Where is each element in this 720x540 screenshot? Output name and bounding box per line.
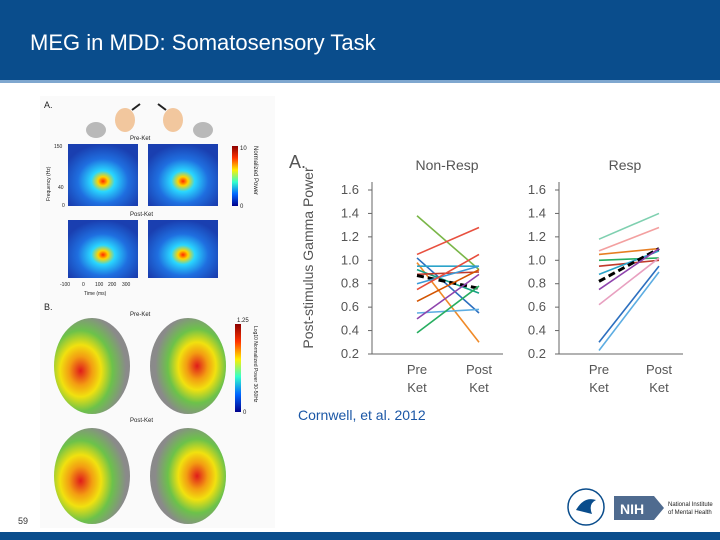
resp-x-label-ket: Ket bbox=[589, 380, 609, 395]
nih-logo: NIH National Institute of Mental Health bbox=[614, 496, 713, 520]
resp-y-tick-label: 0.4 bbox=[528, 323, 546, 338]
gamma-plot-area: 1.6 1.4 1.2 1.0 0.8 0.6 0.4 0.2 Pre Ket Post Ket 1.6… bbox=[341, 182, 683, 395]
non-resp-series-line bbox=[416, 265, 480, 285]
resp-y-tick-label: 1.4 bbox=[528, 205, 546, 220]
resp-series-line bbox=[598, 247, 660, 283]
resp-series-line bbox=[598, 247, 660, 256]
head-left-icon bbox=[86, 122, 106, 138]
brain-map-post-left bbox=[54, 428, 130, 524]
time-tick-2: 100 bbox=[95, 282, 104, 288]
time-tick-0: -100 bbox=[60, 282, 70, 288]
resp-title: Resp bbox=[609, 157, 642, 173]
non-resp-series-line bbox=[416, 268, 480, 302]
slide-footer bbox=[0, 532, 720, 540]
brain-pre-ket-label: Pre-Ket bbox=[130, 312, 151, 318]
non-resp-x-label-post: Post bbox=[466, 362, 492, 377]
non-resp-y-tick-label: 1.0 bbox=[341, 252, 359, 267]
chart-ylabel: Post-stimulus Gamma Power bbox=[300, 167, 316, 349]
non-resp-x-label-ket: Ket bbox=[407, 380, 427, 395]
brain-map-pre-left bbox=[54, 318, 130, 414]
slide-header: MEG in MDD: Somatosensory Task bbox=[0, 0, 720, 80]
resp-y-tick-label: 1.0 bbox=[528, 252, 546, 267]
time-tick-1: 0 bbox=[82, 282, 85, 288]
non-resp-title: Non-Resp bbox=[415, 157, 478, 173]
non-resp-x-label-pre: Pre bbox=[407, 362, 427, 377]
colorbar-bottom-min: 0 bbox=[243, 410, 247, 416]
citation: Cornwell, et al. 2012 bbox=[298, 407, 426, 423]
brain-post-ket-label: Post-Ket bbox=[130, 418, 153, 424]
non-resp-series-line bbox=[416, 273, 480, 320]
brain-map-pre-right bbox=[150, 318, 226, 414]
page-number: 59 bbox=[18, 516, 29, 526]
colorbar-bottom-label: Log10 Normalized Power 30-50Hz bbox=[252, 326, 258, 403]
svg-text:National Institute: National Institute bbox=[668, 502, 713, 508]
head-right-icon bbox=[193, 122, 213, 138]
freq-axis-label: Frequency (Hz) bbox=[46, 166, 52, 201]
resp-series-line bbox=[598, 247, 660, 291]
non-resp-series-line bbox=[416, 271, 480, 276]
tf-plot-post-left bbox=[68, 220, 138, 278]
hands-icon bbox=[115, 103, 183, 132]
chart-panel-label: A. bbox=[289, 152, 306, 172]
non-resp-y-tick-label: 1.6 bbox=[341, 182, 359, 197]
resp-series-line bbox=[598, 257, 660, 306]
time-tick-3: 200 bbox=[108, 282, 117, 288]
freq-tick-bottom: 0 bbox=[62, 203, 65, 209]
tf-plot-pre-left bbox=[68, 144, 138, 206]
non-resp-x-label-ket: Ket bbox=[469, 380, 489, 395]
colorbar-top-min: 0 bbox=[240, 204, 244, 210]
svg-text:NIH: NIH bbox=[620, 501, 644, 517]
non-resp-y-tick-label: 0.6 bbox=[341, 299, 359, 314]
svg-text:of Mental Health: of Mental Health bbox=[668, 510, 712, 516]
non-resp-series-line bbox=[416, 215, 480, 271]
resp-series-line bbox=[598, 226, 660, 252]
resp-x-label-ket: Ket bbox=[649, 380, 669, 395]
time-tick-4: 300 bbox=[122, 282, 131, 288]
hhs-nih-logos: NIH National Institute of Mental Health bbox=[566, 484, 718, 530]
non-resp-y-tick-label: 0.2 bbox=[341, 346, 359, 361]
panel-b-label: B. bbox=[44, 302, 53, 312]
brain-map-post-right bbox=[150, 428, 226, 524]
non-resp-series-line bbox=[416, 253, 480, 291]
tf-post-ket-label: Post-Ket bbox=[130, 212, 153, 218]
tf-pre-ket-label: Pre-Ket bbox=[130, 136, 151, 142]
resp-y-tick-label: 0.8 bbox=[528, 276, 546, 291]
resp-x-label-post: Post bbox=[646, 362, 672, 377]
meg-figure-svg: A. Pre-Ket Frequency (Hz) 150 40 0 Post-… bbox=[44, 100, 258, 524]
non-resp-series-line bbox=[416, 262, 480, 343]
resp-x-label-pre: Pre bbox=[589, 362, 609, 377]
colorbar-top bbox=[232, 146, 238, 206]
non-resp-series-line bbox=[416, 285, 480, 334]
resp-series-line bbox=[598, 271, 660, 351]
tf-plot-pre-right bbox=[148, 144, 218, 206]
freq-tick-mid: 40 bbox=[58, 185, 64, 191]
colorbar-top-label: Normalized Power bbox=[252, 146, 258, 195]
non-resp-y-tick-label: 1.4 bbox=[341, 205, 359, 220]
tf-plot-post-right bbox=[148, 220, 218, 278]
resp-series-line bbox=[598, 257, 660, 262]
gamma-power-chart: A. Post-stimulus Gamma Power Non-Resp Re… bbox=[289, 152, 683, 395]
hhs-eagle-logo bbox=[567, 488, 605, 526]
slide-title: MEG in MDD: Somatosensory Task bbox=[30, 30, 376, 55]
non-resp-y-tick-label: 0.4 bbox=[341, 323, 359, 338]
freq-tick-top: 150 bbox=[54, 144, 63, 150]
resp-series-line bbox=[598, 212, 660, 240]
colorbar-bottom bbox=[235, 324, 241, 412]
gamma-power-figure: A. Post-stimulus Gamma Power Non-Resp Re… bbox=[287, 148, 711, 402]
colorbar-top-max: 10 bbox=[240, 146, 247, 152]
resp-series-line bbox=[598, 265, 660, 343]
time-axis-label: Time (ms) bbox=[84, 291, 107, 297]
non-resp-series-line bbox=[416, 226, 480, 256]
resp-y-tick-label: 1.6 bbox=[528, 182, 546, 197]
resp-y-tick-label: 0.2 bbox=[528, 346, 546, 361]
resp-y-tick-label: 0.6 bbox=[528, 299, 546, 314]
panel-a-label: A. bbox=[44, 100, 53, 110]
non-resp-y-tick-label: 0.8 bbox=[341, 276, 359, 291]
colorbar-bottom-max: 1.25 bbox=[237, 318, 249, 324]
non-resp-y-tick-label: 1.2 bbox=[341, 229, 359, 244]
meg-figure-left: A. Pre-Ket Frequency (Hz) 150 40 0 Post-… bbox=[40, 96, 275, 528]
header-rule bbox=[0, 80, 720, 83]
resp-y-tick-label: 1.2 bbox=[528, 229, 546, 244]
